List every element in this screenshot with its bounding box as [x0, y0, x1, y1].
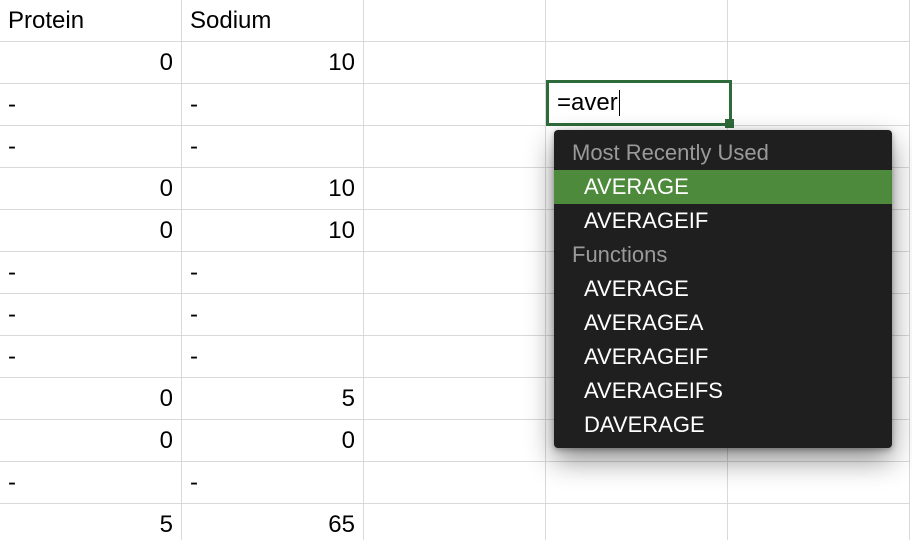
cell[interactable] — [364, 420, 546, 462]
cell[interactable]: 0 — [0, 378, 182, 420]
column-header[interactable] — [728, 0, 910, 42]
formula-autocomplete-dropdown[interactable]: Most Recently UsedAVERAGEAVERAGEIFFuncti… — [554, 130, 892, 448]
cell[interactable]: 10 — [182, 42, 364, 84]
cell[interactable] — [728, 42, 910, 84]
formula-text: =aver — [557, 89, 618, 117]
cell[interactable]: 5 — [182, 378, 364, 420]
cell[interactable]: 0 — [0, 168, 182, 210]
cell[interactable]: - — [0, 294, 182, 336]
cell[interactable]: 10 — [182, 168, 364, 210]
cell[interactable] — [728, 462, 910, 504]
active-formula-cell[interactable]: =aver — [546, 80, 732, 126]
cell[interactable] — [364, 462, 546, 504]
autocomplete-item[interactable]: AVERAGEIFS — [554, 374, 892, 408]
cell[interactable]: 0 — [0, 420, 182, 462]
cell[interactable] — [364, 210, 546, 252]
cell[interactable]: 0 — [0, 42, 182, 84]
viewport-bottom-mask — [0, 540, 912, 550]
autocomplete-item[interactable]: AVERAGEIF — [554, 204, 892, 238]
cell[interactable] — [364, 378, 546, 420]
cell[interactable]: - — [0, 336, 182, 378]
cell[interactable] — [546, 462, 728, 504]
cell[interactable]: 0 — [0, 210, 182, 252]
column-header[interactable] — [364, 0, 546, 42]
cell[interactable] — [364, 42, 546, 84]
cell[interactable]: 10 — [182, 210, 364, 252]
cell[interactable] — [364, 126, 546, 168]
cell[interactable]: - — [182, 126, 364, 168]
autocomplete-item[interactable]: AVERAGE — [554, 170, 892, 204]
column-header[interactable]: Protein — [0, 0, 182, 42]
cell[interactable] — [364, 252, 546, 294]
column-header[interactable] — [546, 0, 728, 42]
cell[interactable] — [728, 84, 910, 126]
cell[interactable]: - — [182, 84, 364, 126]
cell[interactable]: 0 — [182, 420, 364, 462]
autocomplete-item[interactable]: AVERAGEIF — [554, 340, 892, 374]
cell[interactable]: - — [182, 462, 364, 504]
cell[interactable]: - — [182, 336, 364, 378]
cell[interactable]: - — [0, 462, 182, 504]
cell[interactable]: - — [0, 84, 182, 126]
text-caret — [619, 90, 620, 116]
cell[interactable]: - — [182, 294, 364, 336]
cell[interactable] — [364, 336, 546, 378]
autocomplete-item[interactable]: AVERAGEA — [554, 306, 892, 340]
cell[interactable]: - — [0, 252, 182, 294]
cell[interactable]: - — [182, 252, 364, 294]
fill-handle[interactable] — [725, 119, 734, 128]
cell[interactable] — [546, 42, 728, 84]
column-header[interactable]: Sodium — [182, 0, 364, 42]
autocomplete-item[interactable]: AVERAGE — [554, 272, 892, 306]
cell[interactable]: - — [0, 126, 182, 168]
cell[interactable] — [364, 168, 546, 210]
autocomplete-item[interactable]: DAVERAGE — [554, 408, 892, 442]
cell[interactable] — [364, 294, 546, 336]
autocomplete-section-label: Functions — [554, 238, 892, 272]
cell[interactable] — [364, 84, 546, 126]
autocomplete-section-label: Most Recently Used — [554, 136, 892, 170]
